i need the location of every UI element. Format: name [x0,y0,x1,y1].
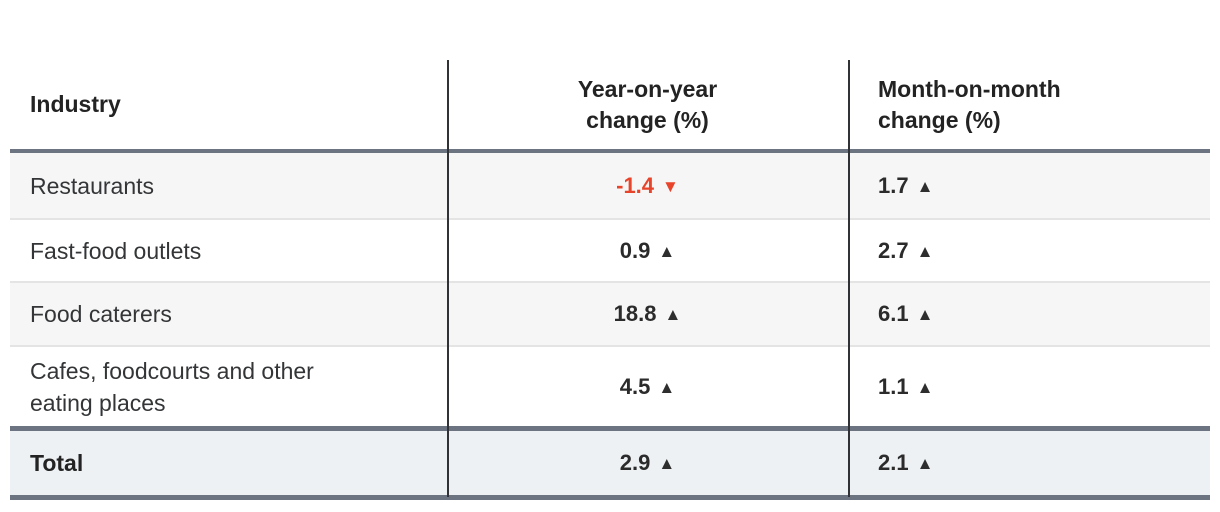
total-label: Total [30,450,84,476]
mom-value-cell: 2.7 ▲ [848,238,1210,264]
table-row-cafes-foodcourts: Cafes, foodcourts and other eating place… [10,347,1210,426]
yoy-value-cell: 18.8 ▲ [447,301,848,327]
table-row-fast-food-outlets: Fast-food outlets 0.9 ▲ 2.7 ▲ [10,220,1210,283]
yoy-value: 4.5 [619,373,651,399]
up-triangle-icon: ▲ [916,454,934,473]
yoy-value: -1.4 [616,172,655,198]
up-triangle-icon: ▲ [658,377,676,397]
mom-value-cell: 1.7 ▲ [848,173,1210,199]
table-row-food-caterers: Food caterers 18.8 ▲ 6.1 ▲ [10,283,1210,347]
down-triangle-icon: ▼ [662,176,679,196]
up-triangle-icon: ▲ [658,241,676,261]
total-top-rule [10,426,1210,431]
yoy-value-cell: -1.4 ▼ [447,173,848,199]
mom-value-cell: 1.1 ▲ [848,374,1210,400]
column-divider-2 [848,60,850,497]
table-header-row: Industry Year-on-year change (%) Month-o… [10,60,1210,149]
up-triangle-icon: ▲ [916,241,934,261]
column-header-mom-line2: change (%) [878,106,1001,133]
column-header-yoy-line2: change (%) [586,106,709,133]
mom-total-cell: 2.1 ▲ [848,450,1210,476]
industry-label: Cafes, foodcourts and other eating place… [10,355,447,419]
column-divider-1 [447,60,449,497]
yoy-total-cell: 2.9 ▲ [447,450,848,476]
column-header-industry: Industry [30,91,121,117]
up-triangle-icon: ▲ [916,176,934,196]
table-row-total: Total 2.9 ▲ 2.1 ▲ [10,431,1210,495]
industry-change-table: Industry Year-on-year change (%) Month-o… [10,60,1210,500]
up-triangle-icon: ▲ [916,305,934,324]
bottom-rule [10,495,1210,500]
column-header-yoy-line1: Year-on-year [577,75,718,102]
industry-label: Fast-food outlets [30,237,202,264]
yoy-value: 0.9 [619,237,651,263]
mom-value: 1.7 [878,172,909,198]
up-triangle-icon: ▲ [658,454,676,473]
table-row-restaurants: Restaurants -1.4 ▼ 1.7 ▲ [10,153,1210,220]
mom-total-value: 2.1 [878,450,909,475]
yoy-value-cell: 4.5 ▲ [447,374,848,400]
header-rule [10,149,1210,153]
yoy-value: 18.8 [613,301,657,326]
industry-label-text: Cafes, foodcourts and other eating place… [30,357,314,416]
yoy-total-value: 2.9 [619,450,651,475]
column-header-yoy: Year-on-year change (%) [447,74,848,136]
mom-value: 1.1 [878,373,909,399]
mom-value-cell: 6.1 ▲ [848,301,1210,327]
mom-value: 2.7 [878,237,909,263]
mom-value: 6.1 [878,301,909,326]
industry-label: Food caterers [30,301,172,327]
yoy-value-cell: 0.9 ▲ [447,238,848,264]
up-triangle-icon: ▲ [664,305,682,324]
column-header-mom-line1: Month-on-month [878,75,1061,102]
up-triangle-icon: ▲ [916,377,934,397]
industry-label: Restaurants [30,172,155,199]
column-header-mom: Month-on-month change (%) [848,74,1210,136]
